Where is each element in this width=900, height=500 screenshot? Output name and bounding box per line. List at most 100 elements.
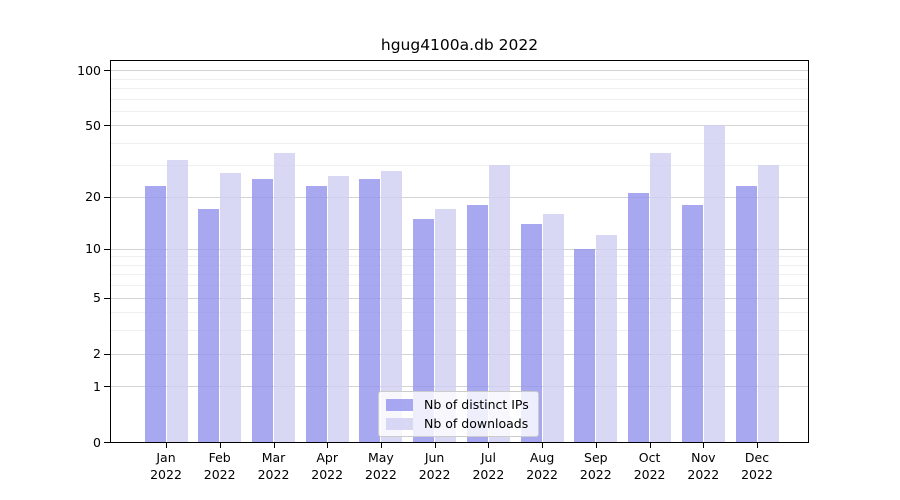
x-tick-mar (273, 443, 275, 448)
x-tick-apr (327, 443, 329, 448)
gridline-minor-8 (111, 264, 808, 266)
y-tick-label-0: 0 (93, 434, 101, 450)
legend-label: Nb of downloads (424, 416, 529, 431)
x-tick-label-year: 2022 (687, 466, 720, 482)
legend-label: Nb of distinct IPs (424, 397, 529, 412)
bar-ips-mar (252, 179, 273, 442)
gridline-minor-90 (111, 78, 808, 80)
x-tick-label-year: 2022 (418, 466, 451, 482)
bar-downloads-sep (596, 235, 618, 442)
y-tick-label-100: 100 (77, 62, 101, 78)
y-tick-5 (104, 297, 110, 299)
x-tick-label-nov: Nov 2022 (671, 450, 735, 483)
gridline-major-5 (111, 297, 808, 299)
x-tick-label-oct: Oct 2022 (618, 450, 682, 483)
bar-ips-apr (305, 185, 327, 442)
gridline-minor-4 (111, 312, 808, 314)
x-tick-sep (595, 443, 597, 448)
bar-downloads-aug (542, 213, 564, 442)
bar-ips-jul (466, 204, 488, 442)
y-tick-label-2: 2 (93, 346, 101, 361)
bar-downloads-feb (220, 173, 242, 442)
bar-downloads-mar (274, 153, 295, 442)
x-tick-label-month: Mar (261, 450, 286, 465)
bar-downloads-apr (327, 176, 349, 442)
x-tick-label-year: 2022 (633, 466, 666, 482)
x-tick-label-month: Apr (316, 450, 338, 465)
y-tick-100 (104, 70, 110, 71)
legend-swatch-downloads (386, 417, 413, 430)
x-tick-may (380, 443, 382, 448)
bar-ips-jan (144, 185, 166, 442)
gridline-major-20 (111, 196, 808, 198)
x-tick-label-may: May 2022 (349, 450, 413, 483)
bar-ips-jun (413, 218, 435, 442)
x-tick-label-month: Dec (744, 450, 770, 465)
gridline-minor-3 (111, 330, 808, 332)
x-tick-label-year: 2022 (472, 466, 505, 482)
x-tick-label-month: Jan (156, 450, 176, 465)
y-tick-2 (104, 353, 110, 355)
bar-ips-sep (574, 248, 596, 442)
bar-downloads-dec (757, 165, 779, 442)
gridline-minor-6 (111, 285, 808, 287)
x-tick-label-month: Jul (480, 450, 496, 465)
y-tick-label-20: 20 (85, 189, 101, 205)
gridline-major-1 (111, 386, 808, 388)
x-tick-label-feb: Feb 2022 (188, 450, 252, 483)
y-tick-50 (104, 125, 110, 127)
x-tick-label-month: Oct (638, 450, 661, 465)
legend-swatch-distinct-ips (386, 398, 413, 411)
bar-downloads-jun (435, 209, 457, 442)
legend: Nb of distinct IPs Nb of downloads (378, 391, 539, 437)
x-tick-label-jun: Jun 2022 (403, 450, 467, 483)
x-tick-label-aug: Aug 2022 (510, 450, 574, 483)
x-tick-label-year: 2022 (741, 466, 773, 482)
x-tick-label-mar: Mar 2022 (242, 450, 306, 483)
x-tick-feb (219, 443, 221, 448)
gridline-major-100 (111, 70, 808, 71)
x-tick-jul (488, 443, 490, 448)
x-tick-label-year: 2022 (257, 466, 290, 482)
gridline-minor-80 (111, 87, 808, 89)
gridline-minor-7 (111, 274, 808, 276)
x-tick-nov (703, 443, 705, 448)
bar-ips-nov (681, 204, 703, 442)
gridline-major-50 (111, 125, 808, 127)
x-tick-oct (649, 443, 651, 448)
x-tick-label-jul: Jul 2022 (456, 450, 520, 483)
bar-ips-feb (198, 209, 220, 442)
x-tick-label-month: Nov (691, 450, 716, 465)
bar-downloads-jan (166, 160, 188, 442)
y-tick-20 (104, 196, 110, 198)
x-tick-aug (542, 443, 544, 448)
x-tick-dec (757, 443, 758, 448)
x-tick-label-year: 2022 (150, 466, 182, 482)
bar-ips-dec (735, 185, 757, 442)
y-tick-0 (104, 442, 110, 443)
bar-downloads-jul (488, 165, 510, 442)
legend-item-distinct-ips: Nb of distinct IPs (386, 396, 529, 413)
gridline-major-2 (111, 353, 808, 355)
y-tick-1 (104, 386, 110, 388)
x-tick-label-year: 2022 (311, 466, 344, 482)
bar-downloads-oct (650, 153, 672, 442)
y-tick-label-10: 10 (85, 241, 101, 257)
y-tick-10 (104, 248, 110, 250)
y-tick-label-5: 5 (93, 290, 101, 306)
x-tick-label-year: 2022 (526, 466, 558, 482)
x-tick-label-dec: Dec 2022 (725, 450, 789, 483)
gridline-major-10 (111, 248, 808, 250)
legend-item-downloads: Nb of downloads (386, 415, 529, 432)
x-tick-label-month: May (367, 450, 394, 465)
x-tick-label-month: Jun (424, 450, 445, 465)
gridline-minor-40 (111, 142, 808, 144)
gridline-minor-9 (111, 256, 808, 258)
x-tick-label-jan: Jan 2022 (134, 450, 198, 483)
y-tick-label-50: 50 (85, 117, 101, 133)
x-tick-label-month: Sep (584, 450, 608, 465)
gridline-minor-70 (111, 98, 808, 100)
gridline-minor-60 (111, 110, 808, 112)
chart-title: hgug4100a.db 2022 (380, 36, 539, 54)
